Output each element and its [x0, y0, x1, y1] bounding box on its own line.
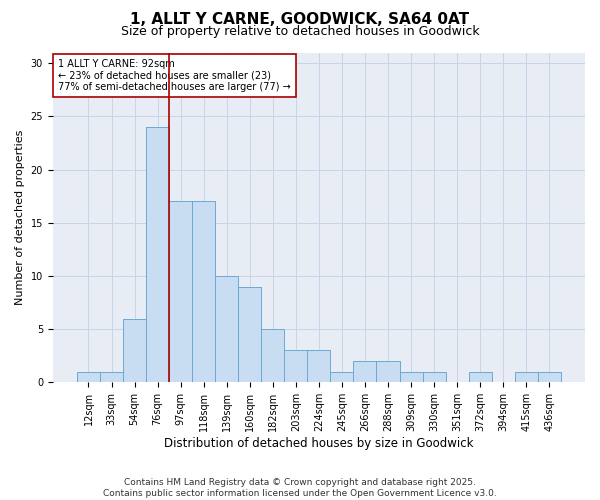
- Bar: [261, 329, 284, 382]
- Text: 1 ALLT Y CARNE: 92sqm
← 23% of detached houses are smaller (23)
77% of semi-deta: 1 ALLT Y CARNE: 92sqm ← 23% of detached …: [58, 59, 291, 92]
- Bar: [422, 372, 446, 382]
- Bar: [238, 286, 261, 382]
- Bar: [169, 202, 192, 382]
- X-axis label: Distribution of detached houses by size in Goodwick: Distribution of detached houses by size …: [164, 437, 473, 450]
- Bar: [284, 350, 307, 382]
- Bar: [215, 276, 238, 382]
- Bar: [192, 202, 215, 382]
- Bar: [400, 372, 422, 382]
- Bar: [331, 372, 353, 382]
- Bar: [376, 361, 400, 382]
- Text: Contains HM Land Registry data © Crown copyright and database right 2025.
Contai: Contains HM Land Registry data © Crown c…: [103, 478, 497, 498]
- Y-axis label: Number of detached properties: Number of detached properties: [15, 130, 25, 305]
- Bar: [100, 372, 123, 382]
- Text: Size of property relative to detached houses in Goodwick: Size of property relative to detached ho…: [121, 25, 479, 38]
- Bar: [469, 372, 491, 382]
- Bar: [353, 361, 376, 382]
- Bar: [123, 318, 146, 382]
- Bar: [307, 350, 331, 382]
- Text: 1, ALLT Y CARNE, GOODWICK, SA64 0AT: 1, ALLT Y CARNE, GOODWICK, SA64 0AT: [130, 12, 470, 28]
- Bar: [146, 127, 169, 382]
- Bar: [515, 372, 538, 382]
- Bar: [538, 372, 561, 382]
- Bar: [77, 372, 100, 382]
